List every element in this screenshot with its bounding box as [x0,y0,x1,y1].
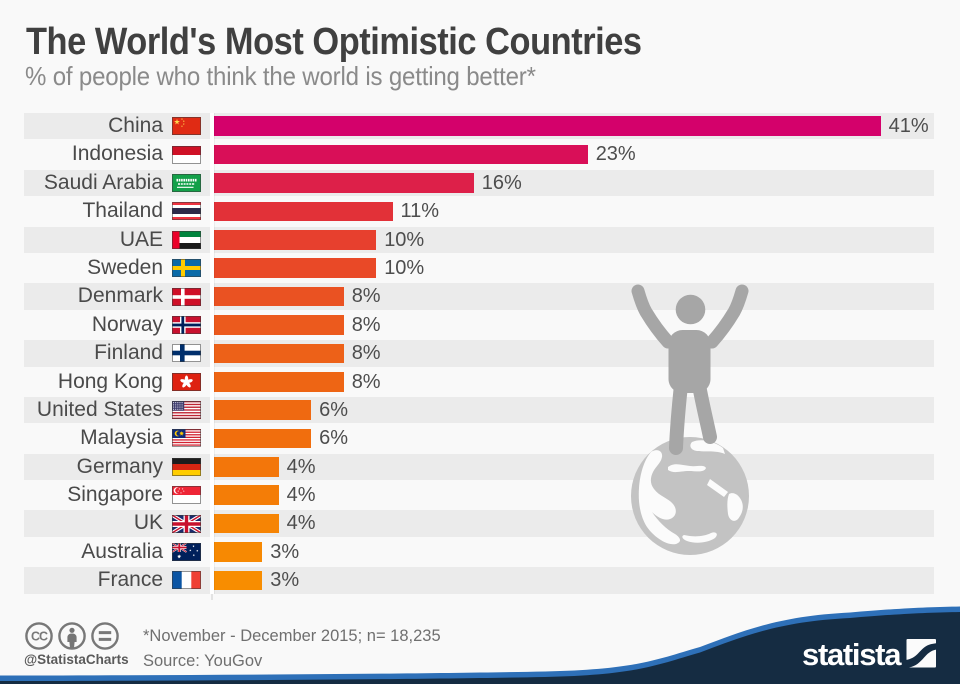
svg-text:CC: CC [31,630,48,644]
